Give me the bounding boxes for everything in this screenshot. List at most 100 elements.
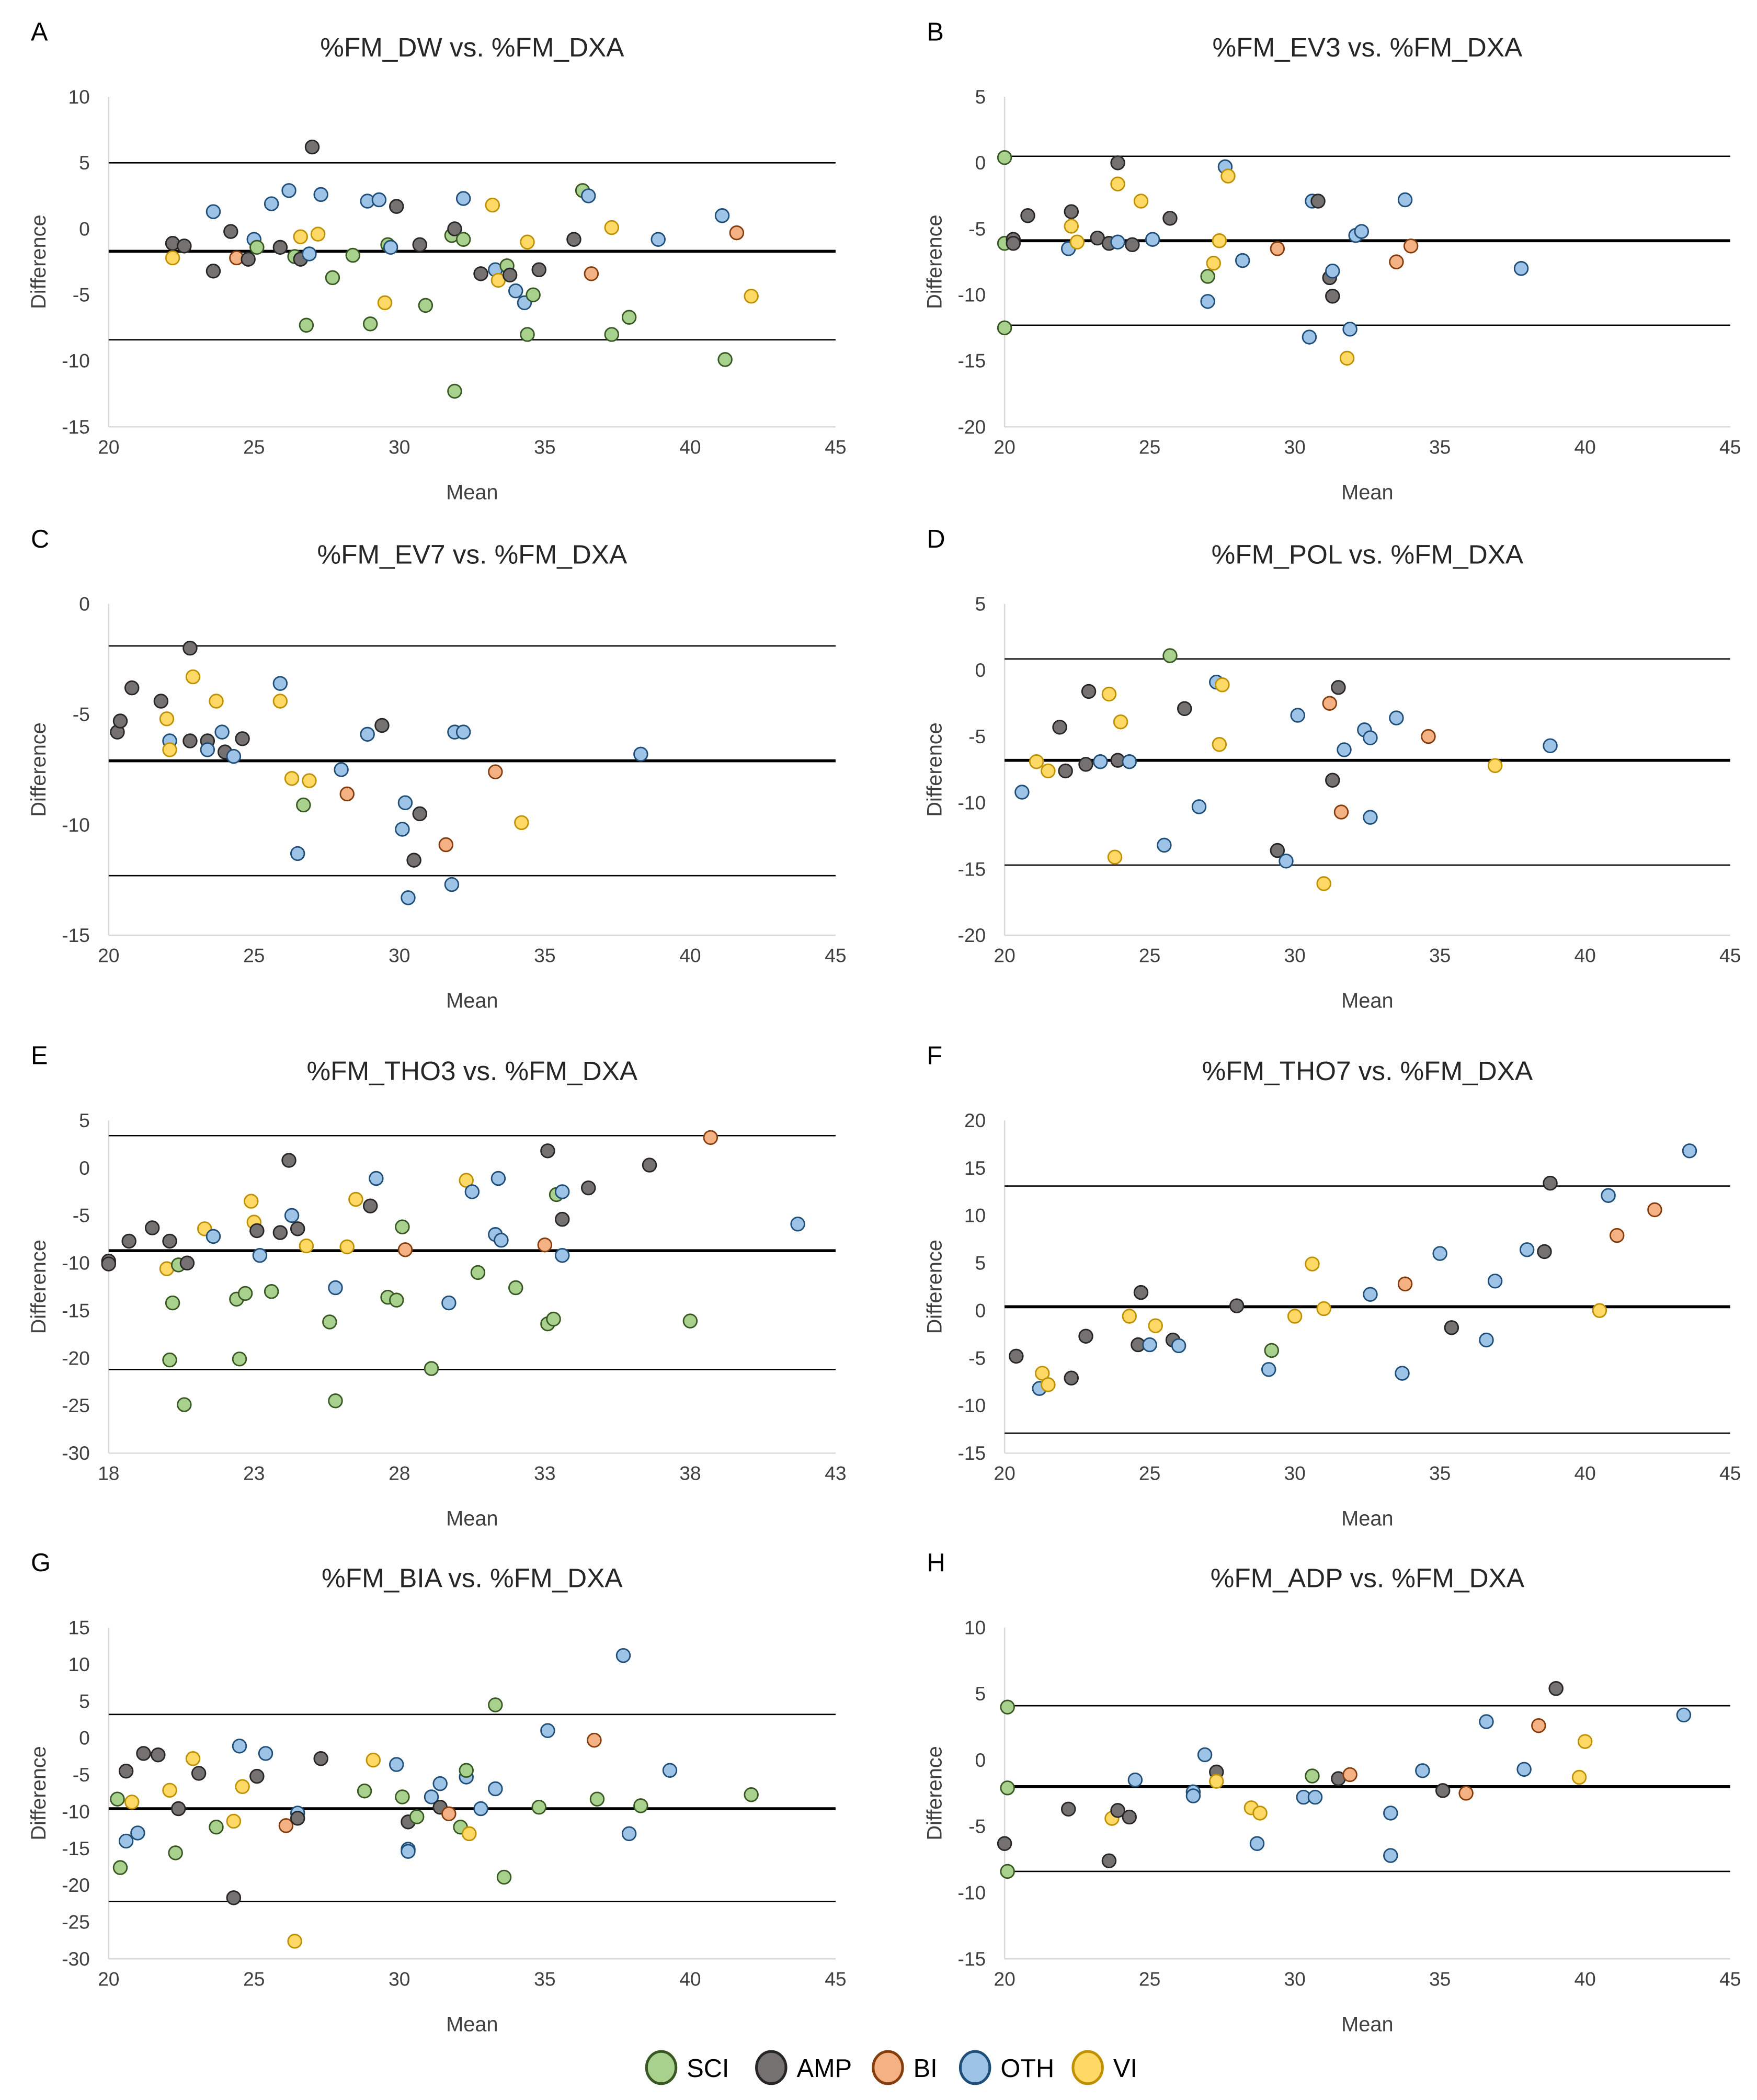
data-point-oth — [214, 724, 230, 740]
data-point-sci — [1200, 269, 1215, 284]
data-point-sci — [162, 1352, 177, 1368]
x-tick-label: 30 — [1284, 1462, 1305, 1484]
x-tick-label: 35 — [534, 945, 555, 967]
x-tick-label: 25 — [1139, 1462, 1160, 1484]
data-point-bi — [1647, 1202, 1662, 1218]
data-point-amp — [235, 731, 250, 746]
data-point-oth — [1145, 232, 1160, 247]
y-tick-label: -20 — [62, 1347, 90, 1369]
chart-title: %FM_EV3 vs. %FM_DXA — [1213, 32, 1523, 62]
data-point-vi — [1316, 1301, 1331, 1316]
chart-title: %FM_ADP vs. %FM_DXA — [1211, 1563, 1525, 1593]
data-point-oth — [662, 1763, 678, 1778]
y-tick-label: -5 — [968, 218, 986, 240]
panel-e: E %FM_THO3 vs. %FM_DXA Mean Difference 18 23 2… — [27, 1041, 846, 1530]
data-point-bi — [438, 837, 454, 853]
data-point-amp — [1009, 1348, 1024, 1364]
panel-d: D %FM_POL vs. %FM_DXA Mean Difference 20 25 30… — [923, 525, 1741, 1013]
x-tick-label: 25 — [1139, 945, 1160, 967]
data-point-amp — [112, 713, 128, 729]
y-tick-label: -25 — [62, 1394, 90, 1416]
data-point-sci — [177, 1397, 192, 1412]
y-tick-label: -15 — [62, 1299, 90, 1321]
x-tick-label: 35 — [1429, 1462, 1451, 1484]
data-point-amp — [124, 680, 140, 696]
legend: SCI AMP BI OTH VI — [645, 2050, 1137, 2085]
data-point-sci — [744, 1787, 759, 1802]
data-point-sci — [165, 1295, 180, 1311]
data-point-amp — [1325, 289, 1340, 304]
data-point-vi — [226, 1813, 242, 1829]
data-point-oth — [1014, 785, 1030, 800]
x-tick-label: 20 — [994, 1462, 1015, 1484]
x-axis-label: Mean — [1341, 990, 1393, 1013]
data-point-sci — [299, 317, 314, 333]
legend-item-amp: AMP — [755, 2050, 852, 2085]
chart-title: %FM_THO7 vs. %FM_DXA — [1202, 1056, 1533, 1086]
data-point-sci — [112, 1860, 128, 1875]
legend-label: VI — [1113, 2054, 1137, 2083]
y-tick-label: 5 — [975, 1683, 986, 1705]
x-tick-label: 20 — [994, 1968, 1015, 1990]
y-tick-label: 10 — [964, 1205, 986, 1227]
data-point-oth — [633, 746, 648, 762]
y-tick-label: 15 — [964, 1157, 986, 1179]
y-tick-label: 0 — [79, 218, 90, 240]
data-point-oth — [1682, 1143, 1697, 1159]
data-point-vi — [162, 1783, 177, 1798]
data-point-oth — [1235, 253, 1250, 268]
data-point-oth — [369, 1171, 384, 1186]
data-point-amp — [1052, 720, 1067, 735]
data-point-sci — [232, 1352, 247, 1367]
x-tick-label: 45 — [1719, 945, 1741, 967]
y-axis-label: Difference — [923, 1746, 946, 1840]
data-point-oth — [1122, 754, 1137, 769]
y-tick-label: 5 — [79, 1109, 90, 1131]
data-point-amp — [473, 266, 488, 281]
data-point-oth — [508, 283, 523, 299]
y-axis-label: Difference — [27, 1240, 50, 1334]
data-point-oth — [1415, 1763, 1430, 1778]
data-point-bi — [397, 1242, 413, 1257]
data-point-vi — [366, 1752, 381, 1768]
data-point-oth — [302, 246, 317, 262]
data-point-amp — [249, 1768, 265, 1784]
data-point-vi — [459, 1173, 474, 1188]
data-point-oth — [232, 1739, 247, 1754]
data-point-oth — [554, 1247, 570, 1263]
y-tick-label: 10 — [68, 1653, 89, 1675]
data-point-oth — [432, 1776, 448, 1791]
data-point-bi — [1421, 729, 1436, 744]
data-point-bi — [1270, 241, 1285, 256]
panel-a: A %FM_DW vs. %FM_DXA Mean Difference 20 25 30 3… — [27, 18, 846, 504]
data-point-sci — [526, 287, 541, 302]
data-point-oth — [790, 1217, 805, 1232]
x-tick-label: 43 — [825, 1462, 846, 1484]
data-point-amp — [502, 267, 518, 283]
data-point-oth — [371, 192, 387, 208]
y-tick-label: -15 — [957, 1442, 986, 1464]
data-point-amp — [1064, 204, 1079, 219]
data-point-amp — [179, 1255, 195, 1271]
data-point-oth — [1395, 1366, 1410, 1381]
x-axis-label: Mean — [446, 1507, 498, 1530]
data-point-sci — [589, 1791, 605, 1807]
data-point-oth — [444, 877, 460, 892]
data-point-sci — [389, 1292, 404, 1308]
data-point-oth — [130, 1825, 145, 1841]
legend-label: AMP — [797, 2054, 852, 2083]
data-point-amp — [290, 1221, 305, 1236]
x-tick-label: 40 — [679, 436, 701, 458]
data-point-oth — [1337, 742, 1352, 757]
data-point-sci — [546, 1311, 561, 1327]
y-tick-label: -15 — [62, 1837, 90, 1859]
data-point-oth — [1363, 810, 1378, 825]
legend-item-bi: BI — [872, 2050, 938, 2085]
data-point-vi — [485, 197, 500, 213]
data-point-amp — [1548, 1681, 1564, 1696]
y-tick-label: -20 — [957, 416, 986, 438]
data-point-oth — [1325, 264, 1340, 279]
x-tick-label: 30 — [1284, 436, 1305, 458]
data-point-sci — [682, 1313, 698, 1329]
data-point-oth — [1397, 192, 1413, 208]
